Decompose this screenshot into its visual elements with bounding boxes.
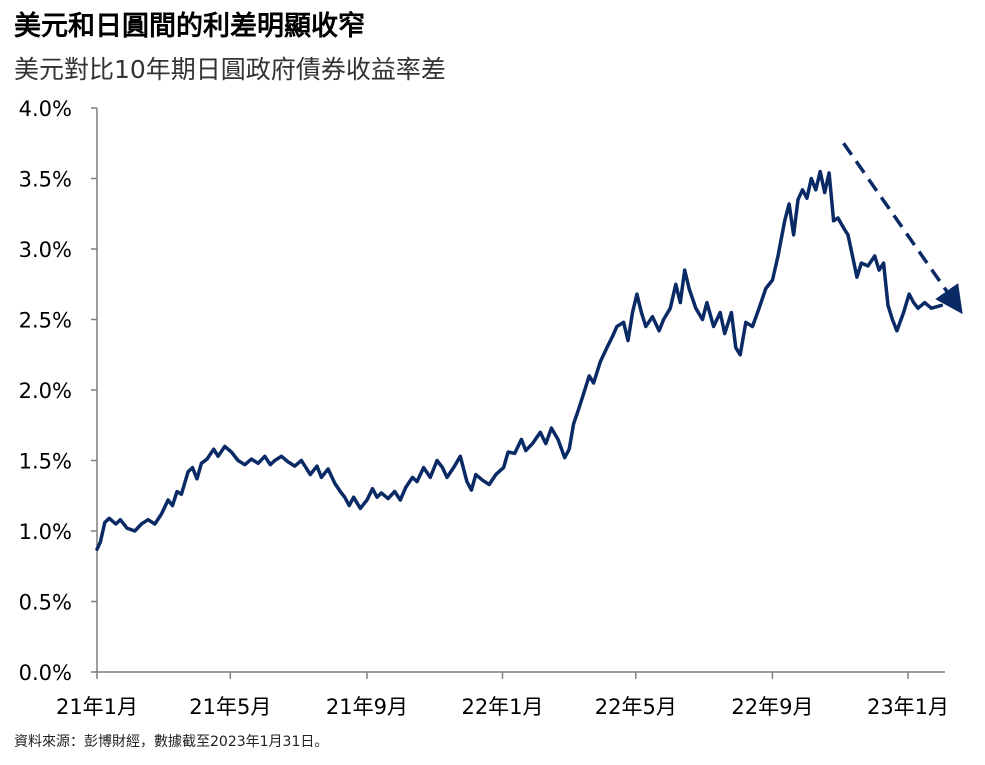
source-note: 資料來源：彭博財經，數據截至2023年1月31日。: [14, 734, 329, 750]
x-axis: 21年1月 21年5月 21年9月 22年1月 22年5月 22年9月 23年1月: [56, 671, 949, 719]
x-tick-label: 22年5月: [595, 695, 677, 719]
x-tick-label: 21年1月: [56, 695, 138, 719]
chart-title: 美元和日圓間的利差明顯收窄: [14, 11, 365, 42]
y-tick-label: 0.5%: [19, 591, 72, 615]
x-tick-label: 23年1月: [867, 695, 949, 719]
y-tick-label: 3.5%: [19, 168, 72, 192]
plot-area: [95, 142, 963, 552]
x-tick-label: 22年9月: [731, 695, 813, 719]
y-axis: 0.0% 0.5% 1.0% 1.5% 2.0% 2.5% 3.0% 3.5% 4.0%: [19, 97, 98, 685]
series-line: [95, 169, 944, 552]
y-tick-label: 1.0%: [19, 520, 72, 544]
y-tick-label: 1.5%: [19, 450, 72, 474]
x-tick-label: 21年9月: [326, 695, 408, 719]
y-tick-label: 2.0%: [19, 379, 72, 403]
x-tick-label: 21年5月: [189, 695, 271, 719]
y-tick-label: 0.0%: [19, 661, 72, 685]
chart-subtitle: 美元對比10年期日圓政府債券收益率差: [14, 55, 446, 84]
y-tick-label: 3.0%: [19, 238, 72, 262]
x-tick-label: 22年1月: [461, 695, 543, 719]
y-tick-label: 2.5%: [19, 309, 72, 333]
trend-arrow: [842, 142, 963, 315]
y-tick-label: 4.0%: [19, 97, 72, 121]
